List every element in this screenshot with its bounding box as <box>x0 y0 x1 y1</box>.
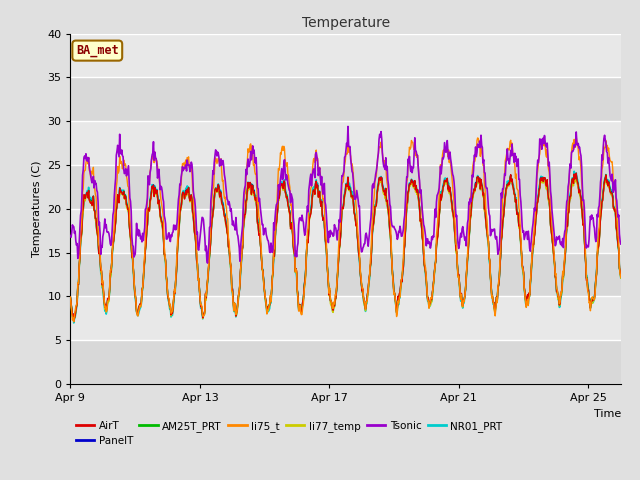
Bar <box>70 296 621 340</box>
Bar <box>70 34 621 77</box>
Title: Temperature: Temperature <box>301 16 390 30</box>
Text: BA_met: BA_met <box>76 44 118 57</box>
Bar <box>70 77 621 121</box>
Y-axis label: Temperatures (C): Temperatures (C) <box>32 160 42 257</box>
Bar <box>70 340 621 384</box>
Bar <box>70 121 621 165</box>
Bar <box>70 165 621 209</box>
Legend: AirT, PanelT, AM25T_PRT, li75_t, li77_temp, Tsonic, NR01_PRT: AirT, PanelT, AM25T_PRT, li75_t, li77_te… <box>76 421 502 446</box>
X-axis label: Time: Time <box>593 408 621 419</box>
Bar <box>70 252 621 296</box>
Bar <box>70 209 621 252</box>
